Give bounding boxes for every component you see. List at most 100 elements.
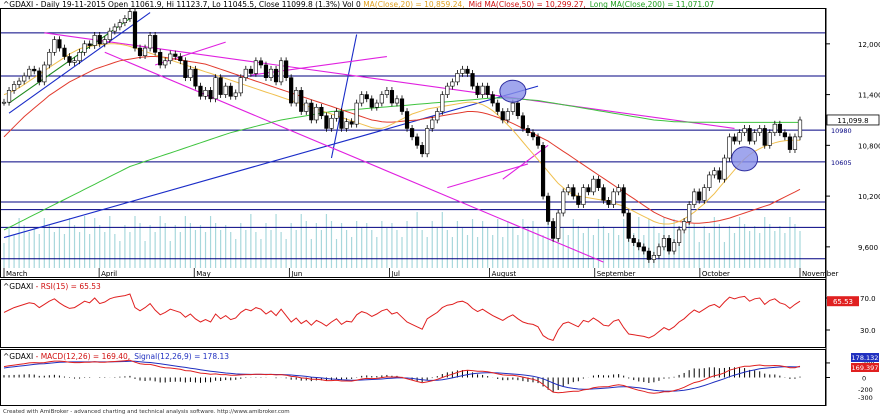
candle-body [314,106,319,121]
candle-body [304,102,309,112]
candle-body [606,200,611,205]
candle-body [626,212,631,239]
ma20-line [3,43,801,225]
price-tick-label: 9,600 [858,244,878,252]
candle-body [762,128,767,146]
candle-body [117,22,122,28]
candle-body [223,85,228,95]
header-ma200: Long MA(Close,200) = 11,071.07 [590,0,715,9]
candle-body [596,178,601,188]
candle-body [203,90,208,97]
candle-body [682,221,687,231]
candle-body [712,170,717,176]
price-levels [1,32,825,260]
candle-body [732,136,737,142]
price-badge [826,114,880,126]
price-header: ^GDAXI - Daily 19-11-2015 Open 11061.9, … [3,0,714,9]
candle-body [354,102,359,125]
candle-body [243,68,248,78]
candles [1,8,803,263]
price-tick-label: 12,000 [858,41,880,49]
candle-body [435,111,440,121]
macd-line [3,359,801,394]
month-label: Jun [290,270,302,278]
candle-body [676,229,682,243]
candle-body [687,204,692,222]
candle-body [500,111,505,121]
candle-body [163,60,168,66]
candle-body [258,60,264,66]
candle-body [591,178,596,193]
candle-body [747,128,752,142]
candle-body [284,60,289,78]
candle-body [158,51,163,66]
candle-body [384,90,389,95]
candle-body [42,64,47,83]
candle-body [581,187,586,205]
macd-header-signal: Signal(12,26,9) = 178.13 [134,352,229,361]
rsi-tick-label: 70.0 [860,295,876,303]
candle-body [62,47,67,57]
candle-body [399,98,405,112]
candle-body [556,212,561,239]
rsi-header-symbol: ^GDAXI [3,282,33,291]
candle-body [82,43,87,53]
candle-body [339,111,344,129]
candle-body [102,39,107,45]
macd-badge [851,353,879,362]
candle-body [72,60,77,63]
month-label: August [492,270,517,278]
candle-body [792,136,798,150]
candle-body [425,128,430,155]
candle-body [299,90,304,112]
candle-body [777,123,782,133]
rsi-badge-text: 65.53 [833,298,853,306]
candle-body [329,117,334,129]
month-label: April [101,270,117,278]
candle-body [671,242,677,252]
price-tick-label: 10,800 [858,142,880,150]
candle-body [631,238,636,243]
magenta-trendline-jul [250,55,387,76]
candle-body [651,255,656,260]
candle-body [566,187,571,193]
candle-body [495,102,500,112]
candle-body [11,84,17,91]
candle-body [404,111,410,129]
candle-body [77,51,82,62]
axes: 9,600 10,200 10,800 11,400 12,000 11,099.8 109… [3,41,880,278]
magenta-trendline-sep [502,144,549,180]
candle-body [389,90,395,104]
candle-body [530,132,536,138]
candle-body [369,98,374,108]
candle-body [289,77,294,104]
candle-body [787,136,793,150]
level-label: 10605 [831,159,852,167]
candle-body [359,94,364,104]
magenta-trendline-lower [104,51,604,263]
candle-body [561,191,566,214]
candle-body [22,75,27,82]
candle-body [505,111,510,121]
candle-body [430,119,435,129]
macd-badge [851,363,879,372]
candle-body [394,98,400,104]
candle-body [722,157,727,180]
candle-body [27,68,32,77]
candle-body [455,73,460,83]
rsi-header-label: - RSI(15) = 65.53 [33,282,101,291]
candle-body [334,111,339,119]
candle-body [520,115,526,129]
month-label: March [6,270,27,278]
month-label: September [597,270,636,278]
candle-body [540,145,546,197]
candle-body [294,90,299,104]
candle-body [52,39,57,53]
magenta-trendline-sep-lower [447,163,529,189]
candle-body [173,53,178,57]
candle-body [641,246,646,252]
candle-body [601,187,606,201]
rsi-line [3,293,801,342]
header-ma50: Mid MA(Close,50) = 10,299.27, [469,0,586,9]
